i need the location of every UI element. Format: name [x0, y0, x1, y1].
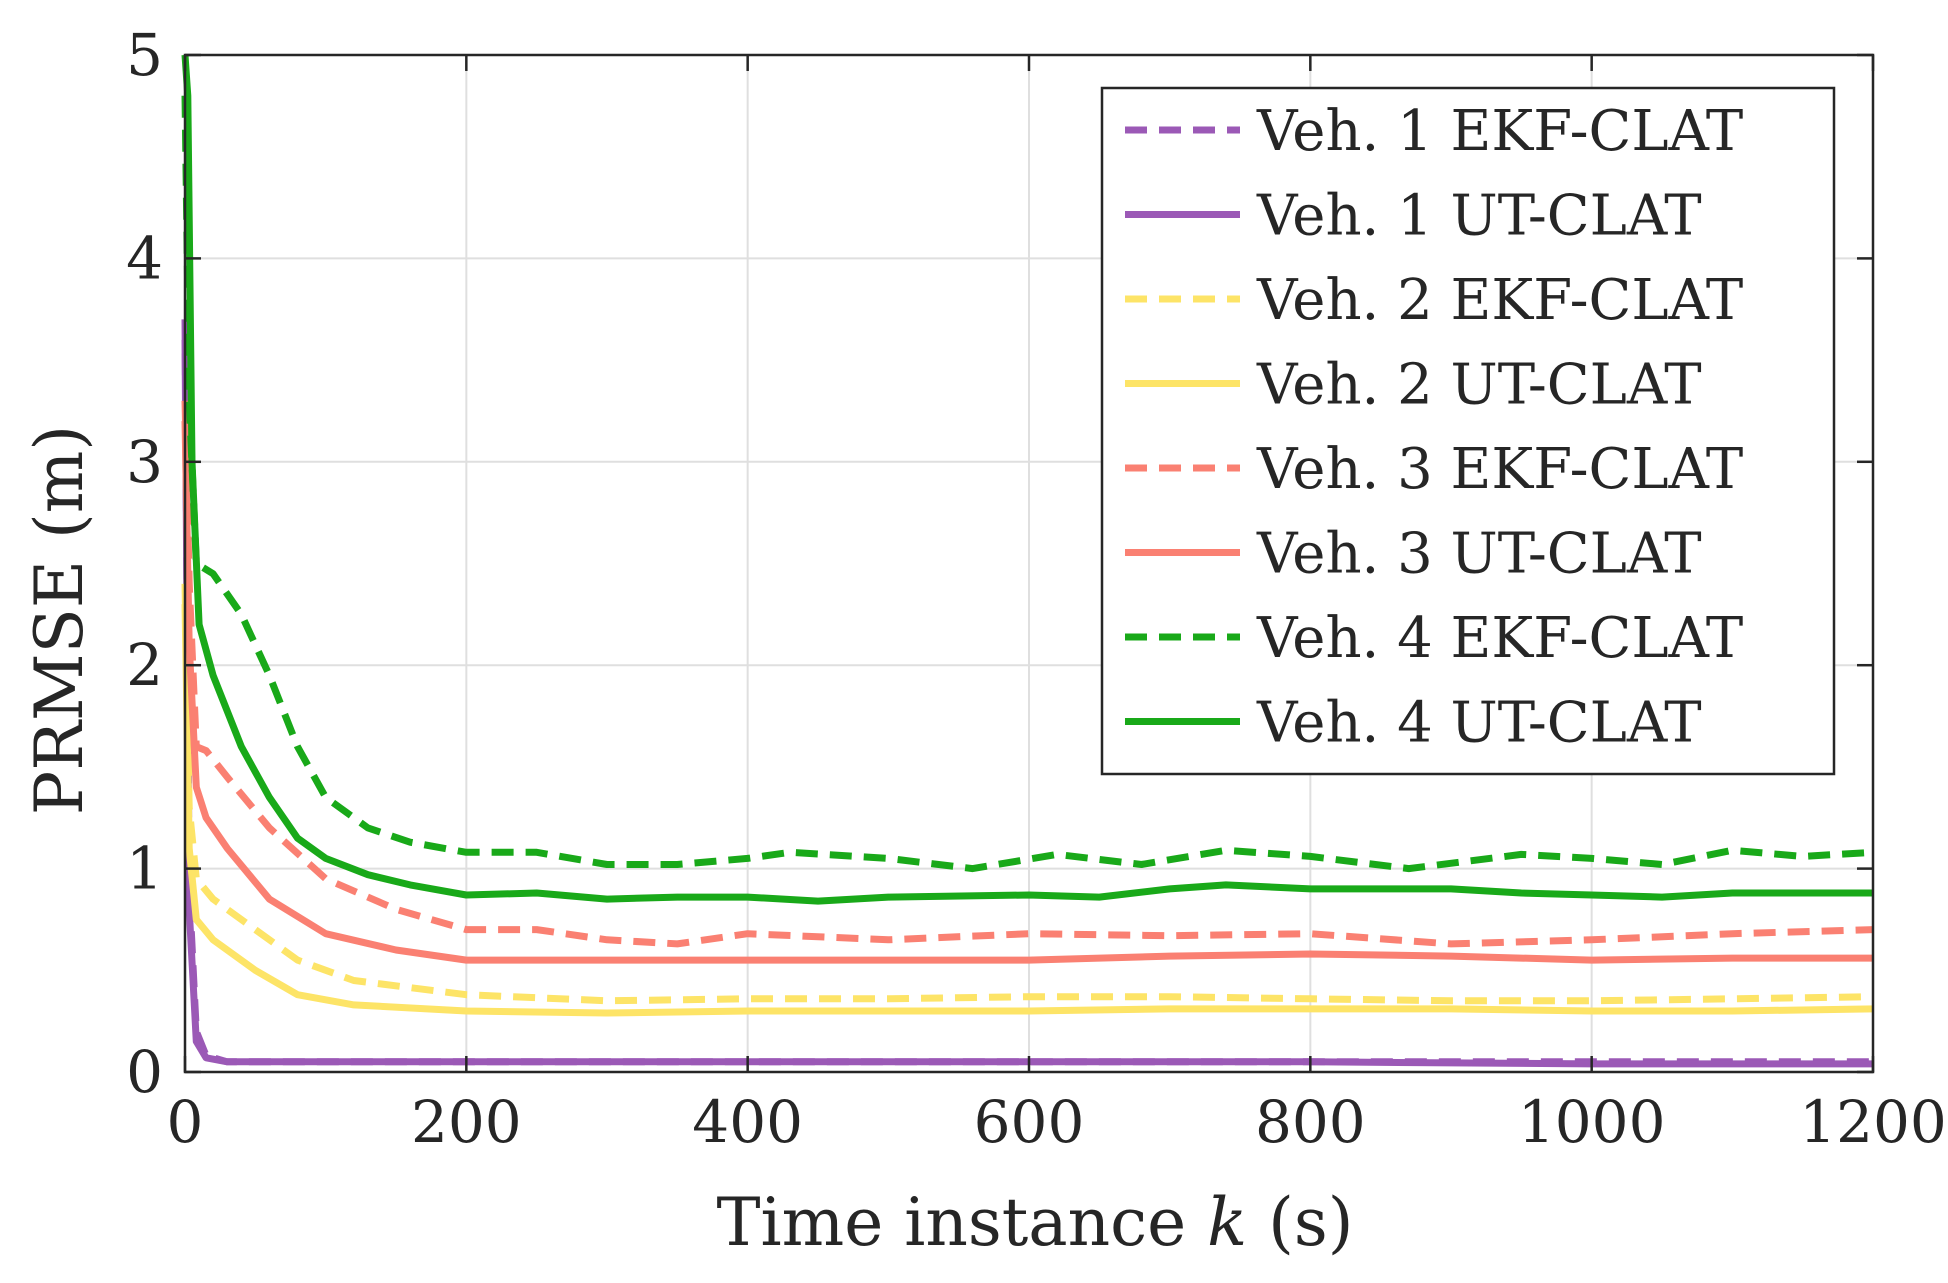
y-tick-label: 3 [126, 428, 163, 496]
x-tick-label: 800 [1255, 1088, 1366, 1156]
x-tick-label: 400 [692, 1088, 803, 1156]
y-tick-label: 1 [126, 835, 163, 903]
series-line-7 [181, 95, 1874, 873]
series-line-8 [181, 54, 1873, 905]
x-tick-label: 1000 [1518, 1088, 1666, 1156]
series-line-5 [181, 400, 1874, 948]
legend-label-5: Veh. 3 EKF-CLAT [1256, 437, 1743, 502]
x-axis-label-variable: k [1207, 1184, 1247, 1261]
x-tick-label: 600 [974, 1088, 1085, 1156]
y-tick-label: 0 [126, 1038, 163, 1106]
x-tick-label: 0 [167, 1088, 204, 1156]
y-axis-label: PRMSE (m) [21, 425, 98, 815]
tick-labels: 0 200 400 600 800 1000 1200 0 1 2 3 4 5 [126, 21, 1947, 1156]
legend-label-6: Veh. 3 UT-CLAT [1256, 522, 1702, 587]
series-line-4 [181, 604, 1874, 1017]
legend-box [1100, 86, 1836, 776]
legend-label-7: Veh. 4 EKF-CLAT [1256, 606, 1743, 671]
legend-label-1: Veh. 1 EKF-CLAT [1256, 99, 1743, 164]
legend-label-8: Veh. 4 UT-CLAT [1256, 691, 1702, 756]
x-axis-label: Time instance k (s) [717, 1184, 1354, 1261]
x-tick-label: 1200 [1799, 1088, 1947, 1156]
legend-label-4: Veh. 2 UT-CLAT [1256, 353, 1702, 418]
x-axis-label-suffix: (s) [1247, 1184, 1353, 1261]
legend-label-2: Veh. 1 UT-CLAT [1256, 184, 1702, 249]
axes [183, 53, 1875, 1074]
y-tick-label: 4 [126, 224, 163, 292]
legend-label-3: Veh. 2 EKF-CLAT [1256, 268, 1743, 333]
x-tick-label: 200 [411, 1088, 522, 1156]
legend: Veh. 1 EKF-CLAT Veh. 1 UT-CLAT Veh. 2 EKF-… [1100, 86, 1836, 776]
y-tick-label: 5 [126, 21, 163, 89]
series-line-3 [181, 583, 1874, 1005]
x-axis-label-prefix: Time instance [717, 1184, 1208, 1261]
series-line-6 [181, 421, 1873, 964]
y-tick-label: 2 [126, 631, 163, 699]
